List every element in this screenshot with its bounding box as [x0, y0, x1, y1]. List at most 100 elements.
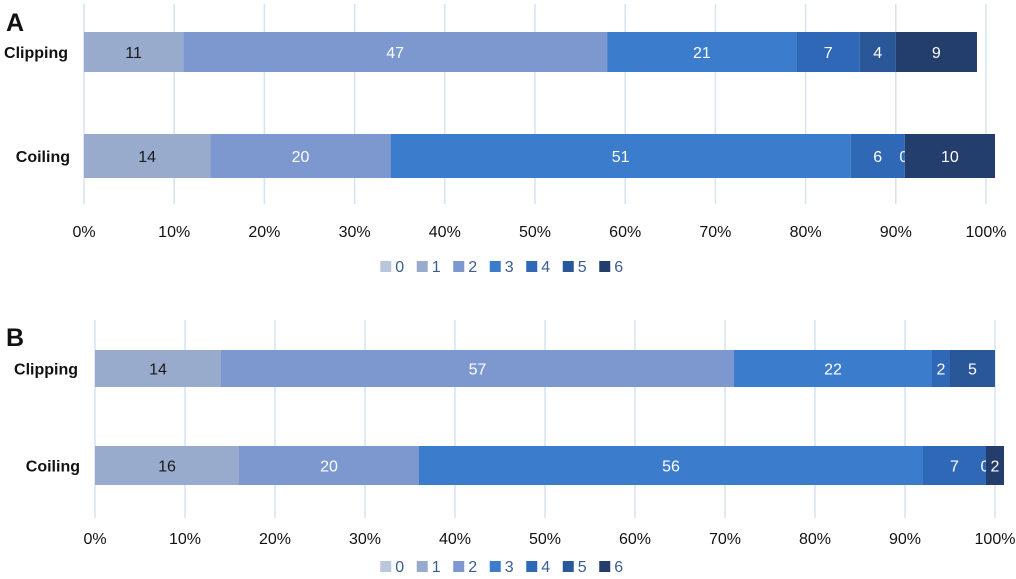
- bar-segment-3: [734, 350, 932, 387]
- legend-swatch: [453, 261, 465, 272]
- bar-segment-6: [986, 446, 1004, 485]
- x-tick-label: 40%: [429, 224, 461, 241]
- legend-swatch: [562, 261, 574, 272]
- bar-segment-6: [904, 134, 996, 178]
- data-label: 2: [937, 362, 946, 379]
- legend-label: 0: [395, 559, 404, 576]
- x-tick-label: 20%: [248, 224, 280, 241]
- bar-segment-1: [95, 350, 221, 387]
- x-tick-label: 80%: [799, 531, 831, 548]
- bar-segment-4: [850, 134, 905, 178]
- x-tick-label: 70%: [699, 224, 731, 241]
- data-label: 6: [873, 149, 882, 166]
- legend-label: 2: [468, 559, 477, 576]
- bar-segment-3: [390, 134, 851, 178]
- legend-label: 2: [468, 259, 477, 276]
- x-tick-label: 50%: [529, 531, 561, 548]
- legend-swatch: [380, 561, 392, 572]
- legend-swatch: [489, 261, 501, 272]
- bar-segment-5: [859, 32, 896, 72]
- x-tick-label: 40%: [439, 531, 471, 548]
- x-tick-label: 100%: [975, 531, 1016, 548]
- x-tick-label: 70%: [709, 531, 741, 548]
- data-label: 22: [824, 362, 842, 379]
- legend-label: 5: [578, 559, 587, 576]
- panel-label: B: [6, 324, 24, 352]
- legend-swatch: [416, 261, 428, 272]
- data-label: 11: [125, 45, 142, 62]
- bar-segment-1: [84, 134, 211, 178]
- bar-segment-4: [932, 350, 950, 387]
- legend-swatch: [562, 561, 574, 572]
- data-label: 56: [662, 459, 680, 476]
- x-tick-label: 10%: [169, 531, 201, 548]
- x-tick-label: 60%: [619, 531, 651, 548]
- data-label: 47: [386, 45, 404, 62]
- x-tick-label: 20%: [259, 531, 291, 548]
- data-label: 16: [158, 459, 176, 476]
- bar-segment-1: [84, 32, 184, 72]
- data-label: 7: [950, 459, 959, 476]
- legend-label: 6: [614, 559, 623, 576]
- data-label: 57: [469, 362, 487, 379]
- data-label: 2: [991, 459, 1000, 476]
- data-label: 0: [981, 459, 990, 476]
- bar-segment-2: [183, 32, 608, 72]
- x-tick-label: 100%: [966, 224, 1007, 241]
- data-label: 14: [138, 149, 156, 166]
- bar-segment-3: [607, 32, 797, 72]
- x-tick-label: 0%: [72, 224, 95, 241]
- category-label: Clipping: [14, 362, 78, 379]
- legend-swatch: [599, 561, 611, 572]
- legend-label: 6: [614, 259, 623, 276]
- legend-label: 3: [505, 259, 514, 276]
- bar-segment-5: [950, 350, 995, 387]
- data-label: 51: [612, 149, 630, 166]
- bar-segment-2: [239, 446, 419, 485]
- legend-label: 4: [541, 259, 550, 276]
- data-label: 10: [941, 149, 959, 166]
- legend-swatch: [526, 261, 538, 272]
- data-label: 14: [149, 362, 167, 379]
- bar-segment-2: [221, 350, 734, 387]
- legend-label: 5: [578, 259, 587, 276]
- x-tick-label: 60%: [609, 224, 641, 241]
- data-label: 20: [320, 459, 338, 476]
- legend-label: 4: [541, 559, 550, 576]
- legend-swatch: [489, 561, 501, 572]
- x-tick-label: 30%: [339, 224, 371, 241]
- legend-swatch: [416, 561, 428, 572]
- data-label: 21: [693, 45, 711, 62]
- bar-segment-2: [210, 134, 391, 178]
- panel-label: A: [6, 9, 24, 37]
- x-tick-label: 30%: [349, 531, 381, 548]
- bar-segment-6: [895, 32, 977, 72]
- x-tick-label: 90%: [889, 531, 921, 548]
- legend-label: 1: [432, 559, 441, 576]
- data-label: 9: [932, 45, 941, 62]
- legend-swatch: [453, 561, 465, 572]
- category-label: Clipping: [4, 45, 68, 62]
- bar-segment-1: [95, 446, 239, 485]
- legend-label: 3: [505, 559, 514, 576]
- legend-swatch: [599, 261, 611, 272]
- data-label: 4: [873, 45, 882, 62]
- data-label: 0: [899, 149, 908, 166]
- data-label: 20: [292, 149, 310, 166]
- bar-segment-4: [923, 446, 986, 485]
- x-tick-label: 50%: [519, 224, 551, 241]
- legend-swatch: [526, 561, 538, 572]
- category-label: Coiling: [26, 459, 80, 476]
- bar-segment-3: [419, 446, 923, 485]
- x-tick-label: 10%: [158, 224, 190, 241]
- bar-segment-4: [796, 32, 860, 72]
- data-label: 7: [824, 45, 833, 62]
- x-tick-label: 90%: [880, 224, 912, 241]
- data-label: 5: [968, 362, 977, 379]
- legend-label: 0: [395, 259, 404, 276]
- legend-label: 1: [432, 259, 441, 276]
- x-tick-label: 0%: [83, 531, 106, 548]
- x-tick-label: 80%: [790, 224, 822, 241]
- category-label: Coiling: [16, 149, 70, 166]
